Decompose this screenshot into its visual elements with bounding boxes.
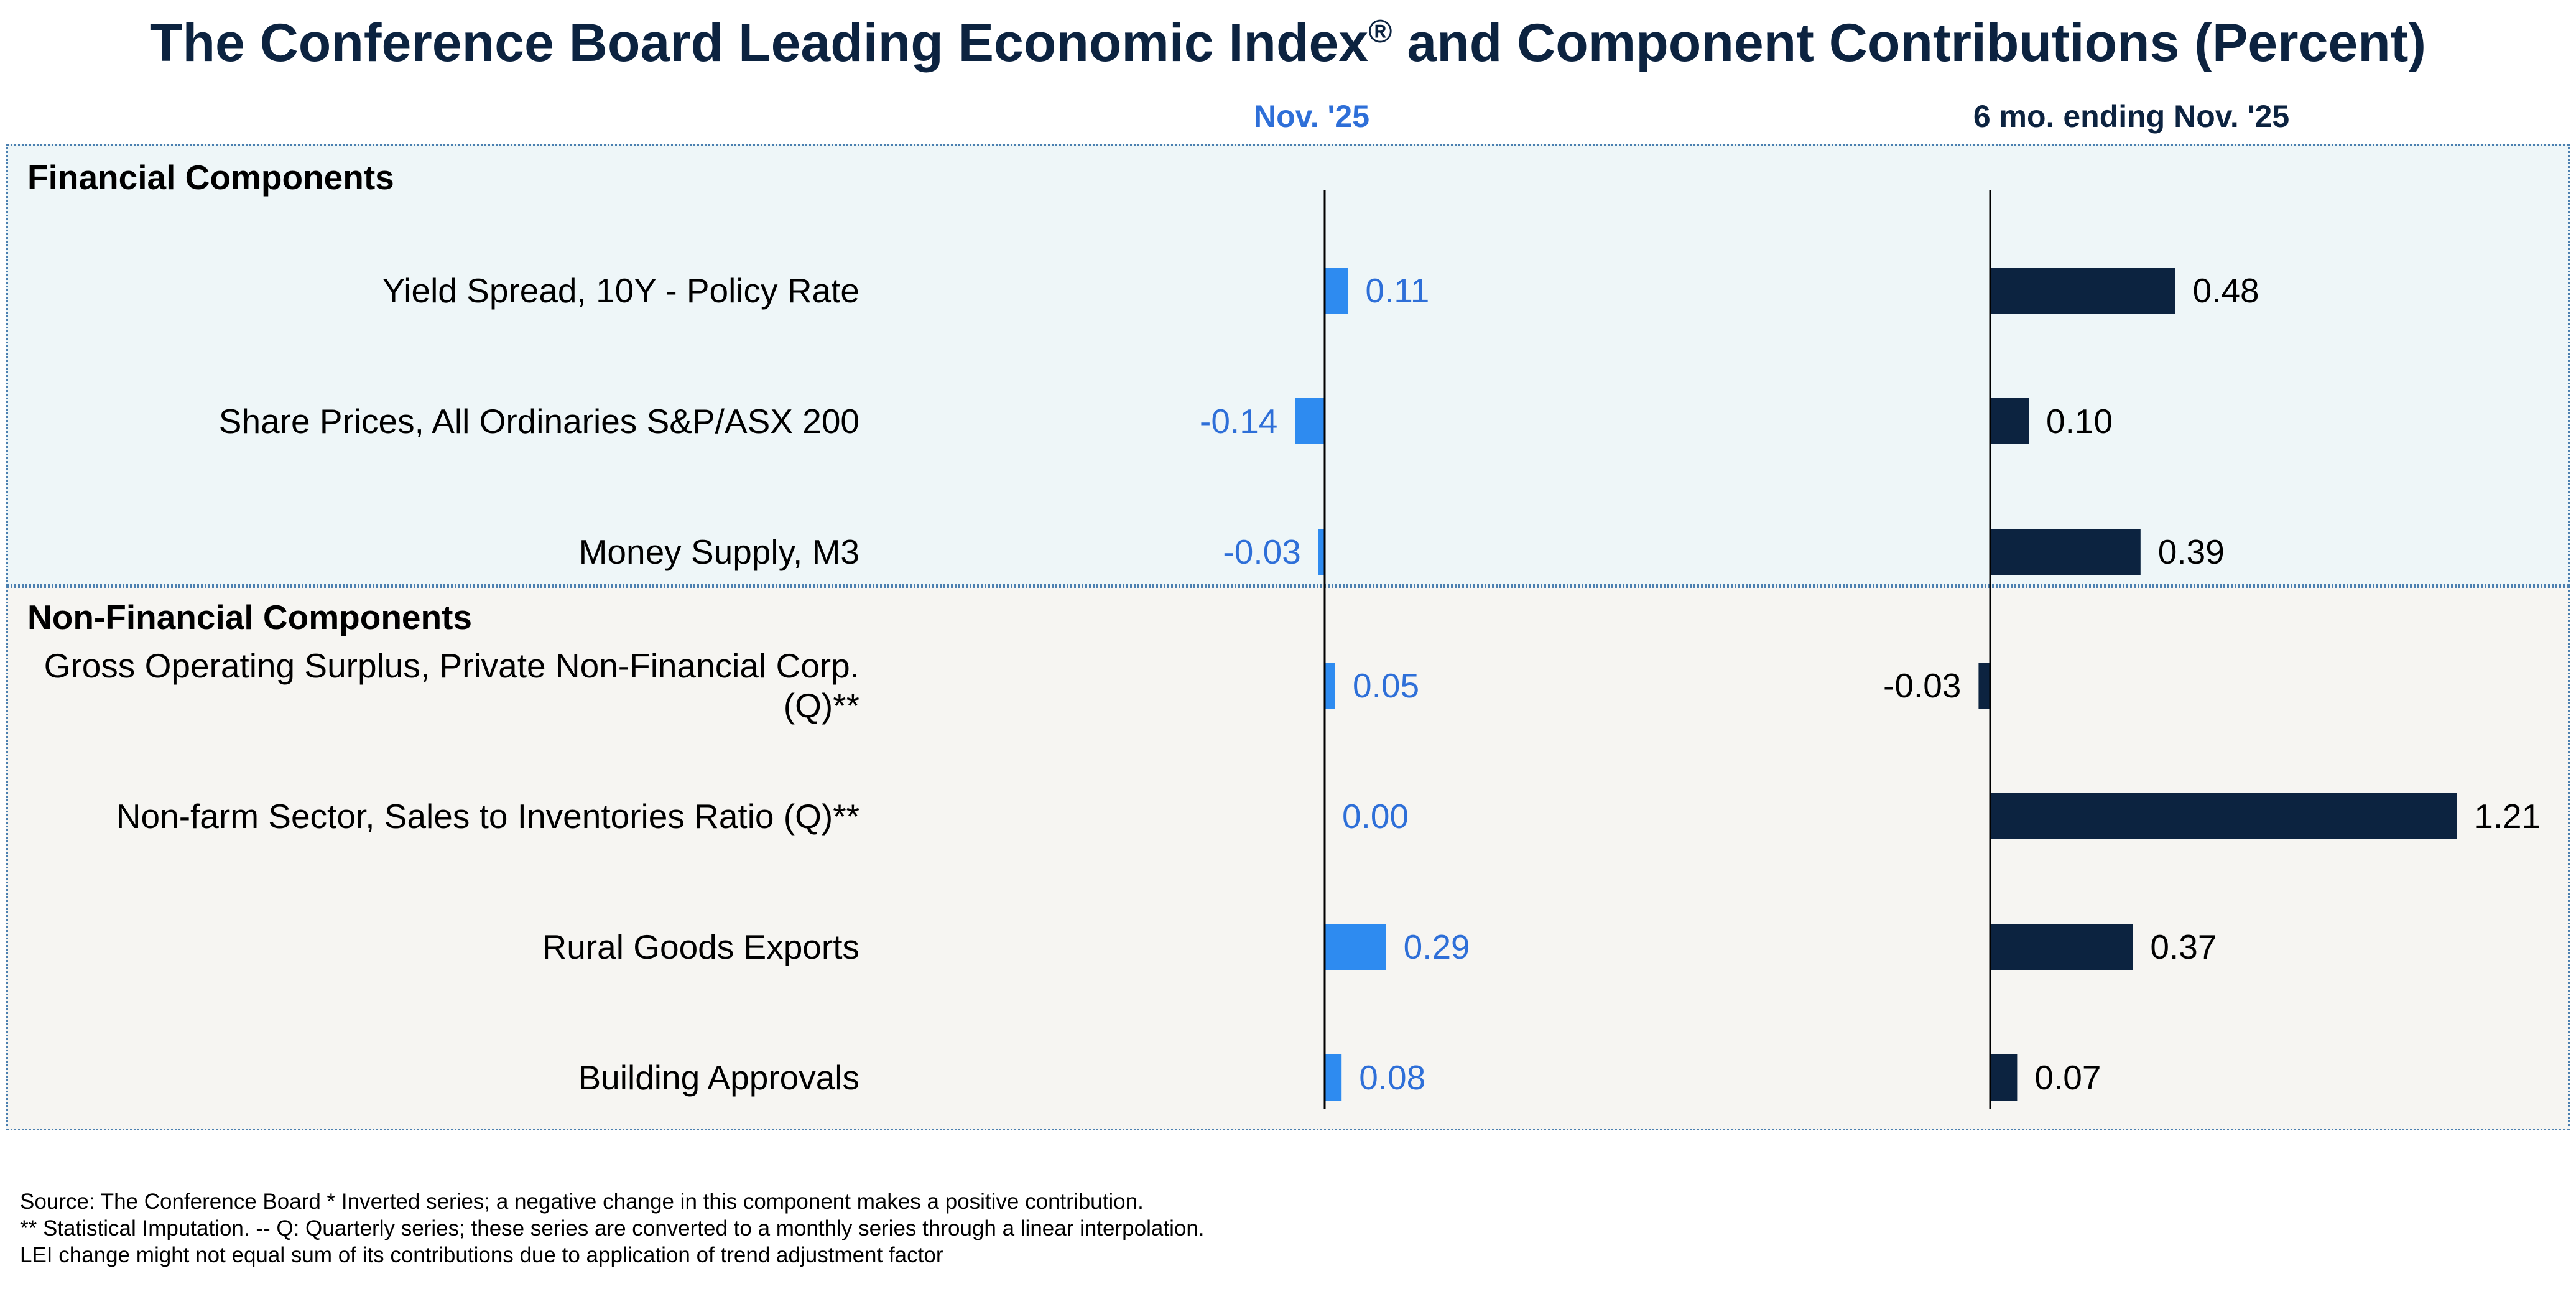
footnote-imputation: ** Statistical Imputation. -- Q: Quarter…	[20, 1216, 1205, 1240]
footnote-trend-adjustment: LEI change might not equal sum of its co…	[20, 1243, 943, 1267]
bar-six-month	[1990, 924, 2133, 970]
data-label-six-month: 0.48	[2193, 271, 2259, 310]
six-month-column-header: 6 mo. ending Nov. '25	[1973, 99, 2290, 134]
data-label-six-month: 1.21	[2474, 797, 2541, 836]
bar-six-month	[1978, 663, 1990, 709]
data-label-six-month: 0.10	[2046, 402, 2113, 440]
bar-nov	[1295, 398, 1325, 444]
registered-mark: ®	[1368, 14, 1392, 50]
category-label: Non-farm Sector, Sales to Inventories Ra…	[116, 797, 859, 836]
data-label-nov: 0.29	[1404, 928, 1470, 966]
category-label: Gross Operating Surplus, Private Non-Fin…	[44, 646, 859, 725]
data-label-nov: 0.05	[1353, 666, 1419, 705]
bar-nov	[1325, 268, 1348, 314]
data-label-six-month: 0.37	[2150, 928, 2217, 966]
category-label: Building Approvals	[578, 1058, 859, 1097]
data-label-nov: -0.03	[1223, 533, 1300, 571]
financial-section-panel	[6, 144, 2570, 586]
footnote-source: Source: The Conference Board * Inverted …	[20, 1189, 1144, 1214]
bar-six-month	[1990, 268, 2175, 314]
data-label-nov: 0.08	[1359, 1058, 1425, 1097]
contributions-chart: Yield Spread, 10Y - Policy Rate Share Pri…	[44, 190, 2541, 1109]
bar-six-month	[1990, 793, 2457, 839]
data-label-six-month: 0.39	[2158, 533, 2225, 571]
nonfinancial-section-label: Non-Financial Components	[27, 598, 472, 636]
bar-six-month	[1990, 1054, 2018, 1101]
bar-six-month	[1990, 529, 2141, 575]
bar-nov	[1318, 529, 1325, 575]
category-label: Money Supply, M3	[579, 533, 859, 571]
chart-title: The Conference Board Leading Economic In…	[0, 12, 2576, 74]
category-label: Yield Spread, 10Y - Policy Rate	[382, 271, 859, 310]
data-label-nov: 0.00	[1342, 797, 1409, 836]
title-main: The Conference Board Leading Economic In…	[149, 13, 1369, 73]
data-label-six-month: -0.03	[1883, 666, 1961, 705]
nonfinancial-section-panel	[6, 586, 2570, 1130]
bar-nov	[1325, 924, 1386, 970]
monthly-column-header: Nov. '25	[1253, 99, 1370, 134]
bar-six-month	[1990, 398, 2029, 444]
bar-nov	[1325, 663, 1335, 709]
category-label: Share Prices, All Ordinaries S&P/ASX 200	[219, 402, 859, 440]
data-label-six-month: 0.07	[2034, 1058, 2101, 1097]
title-rest: and Component Contributions (Percent)	[1392, 13, 2427, 73]
data-label-nov: 0.11	[1365, 271, 1429, 310]
bar-nov	[1325, 1054, 1342, 1101]
financial-section-label: Financial Components	[27, 158, 394, 197]
data-label-nov: -0.14	[1200, 402, 1277, 440]
category-label: Rural Goods Exports	[542, 928, 860, 966]
